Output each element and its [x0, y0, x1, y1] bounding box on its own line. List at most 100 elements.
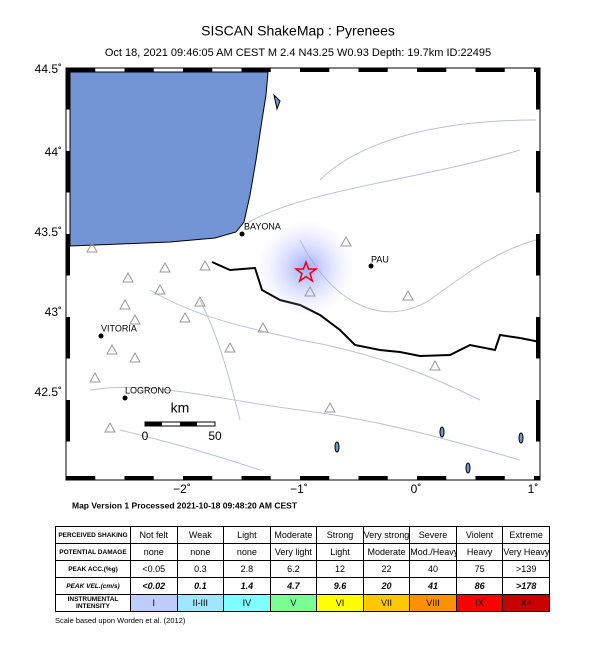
scale-cell: 86	[455, 577, 504, 595]
place-label: PAU	[371, 254, 389, 264]
station	[224, 341, 236, 353]
frame-tick	[534, 476, 540, 480]
scale-cell: Light	[223, 526, 271, 544]
scale-cell: 20	[362, 577, 411, 595]
scale-cell: 0.1	[176, 577, 225, 595]
station	[122, 271, 134, 283]
frame-tick	[417, 476, 447, 480]
frame-tick	[475, 476, 505, 480]
scale-cell: Moderate	[362, 543, 411, 561]
frame-tick	[241, 68, 271, 72]
scale-bar	[145, 422, 162, 426]
frame-tick	[536, 151, 540, 193]
place-label: BAYONA	[244, 221, 281, 231]
scale-cell: X+	[502, 594, 550, 612]
scale-cell: Very light	[269, 543, 318, 561]
frame-tick	[66, 151, 70, 193]
lon-label: 0˚	[411, 482, 422, 496]
scale-cell: 9.6	[316, 577, 364, 595]
scale-cell: Severe	[409, 526, 457, 544]
city	[122, 395, 128, 401]
station	[159, 261, 171, 273]
scale-cell: IV	[223, 594, 271, 612]
scale-cell: >178	[502, 577, 550, 595]
shaking-area	[258, 220, 354, 316]
station	[179, 311, 191, 323]
scale-cell: none	[130, 543, 178, 561]
row-label: PERCEIVED SHAKING	[55, 526, 131, 544]
station	[194, 295, 206, 307]
scale-bar	[180, 422, 197, 426]
frame-tick	[124, 476, 154, 480]
lake	[273, 93, 281, 111]
scale-cell: Not felt	[130, 526, 178, 544]
scale-cell: Extreme	[502, 526, 550, 544]
scale-cell: <0.05	[130, 560, 178, 578]
station	[257, 321, 269, 333]
frame-tick	[183, 476, 213, 480]
scale-label: 50	[208, 429, 222, 443]
scale-cell: VI	[316, 594, 364, 612]
lon-label: 1˚	[528, 482, 539, 496]
lon-label: −1˚	[290, 482, 308, 496]
scale-cell: none	[176, 543, 225, 561]
row-label: PEAK VEL.(cm/s)	[55, 577, 131, 595]
frame-tick	[475, 68, 505, 72]
scale-cell: I	[130, 594, 178, 612]
scale-cell: VIII	[409, 594, 457, 612]
city	[239, 231, 245, 237]
scale-row: PEAK VEL.(cm/s) <0.02 0.1 1.4 4.7 9.6 20 41 86 >1…	[55, 577, 550, 595]
frame-tick	[183, 68, 213, 72]
title: SISCAN ShakeMap : Pyrenees	[201, 23, 395, 39]
frame-tick	[417, 68, 447, 72]
scale-cell: 12	[316, 560, 364, 578]
frame-tick	[358, 476, 388, 480]
row-label: POTENTIAL DAMAGE	[55, 543, 131, 561]
station	[89, 371, 101, 383]
lat-label: 43.5˚	[35, 225, 62, 239]
station	[129, 313, 141, 325]
scale-cell: V	[269, 594, 318, 612]
station	[104, 421, 116, 433]
scale-cell: II-III	[176, 594, 225, 612]
frame-tick	[536, 68, 540, 110]
row-label: INSTRUMENTAL INTENSITY	[55, 594, 131, 612]
frame-tick	[66, 317, 70, 359]
frame-tick	[66, 400, 70, 442]
station	[324, 401, 336, 413]
frame-tick	[536, 234, 540, 276]
lake	[518, 432, 524, 444]
scale-cell: Weak	[176, 526, 225, 544]
frame-tick	[241, 476, 271, 480]
scale-cell: 22	[362, 560, 411, 578]
frame-tick	[124, 68, 154, 72]
version: Map Version 1 Processed 2021-10-18 09:48…	[72, 500, 298, 510]
scale-cell: 41	[409, 577, 457, 595]
lat-label: 44.5˚	[35, 62, 62, 76]
intensity-scale: PERCEIVED SHAKING Not felt Weak Light Modera…	[55, 526, 550, 612]
scale-cell: Strong	[316, 526, 364, 544]
station	[340, 235, 352, 247]
scale-cell: Heavy	[455, 543, 504, 561]
station	[154, 283, 166, 295]
subtitle: Oct 18, 2021 09:46:05 AM CEST M 2.4 N43.…	[105, 47, 491, 59]
lat-label: 42.5˚	[35, 385, 62, 399]
scale-cell: Light	[316, 543, 364, 561]
lake	[439, 426, 445, 438]
city	[98, 333, 104, 339]
place-label: VITORIA	[101, 323, 137, 333]
scale-row: PERCEIVED SHAKING Not felt Weak Light Modera…	[55, 526, 550, 544]
footer: Scale based upon Worden et al. (2012)	[55, 616, 186, 625]
scale-cell: 0.3	[176, 560, 225, 578]
scale-cell: Very Heavy	[502, 543, 550, 561]
scale-cell: 1.4	[223, 577, 271, 595]
station	[129, 351, 141, 363]
scale-cell: 75	[455, 560, 504, 578]
scale-unit: km	[171, 400, 190, 416]
scale-cell: 2.8	[223, 560, 271, 578]
scale-cell: Very strong	[362, 526, 411, 544]
scale-cell: none	[223, 543, 271, 561]
city	[368, 263, 374, 269]
scale-cell: 6.2	[269, 560, 318, 578]
